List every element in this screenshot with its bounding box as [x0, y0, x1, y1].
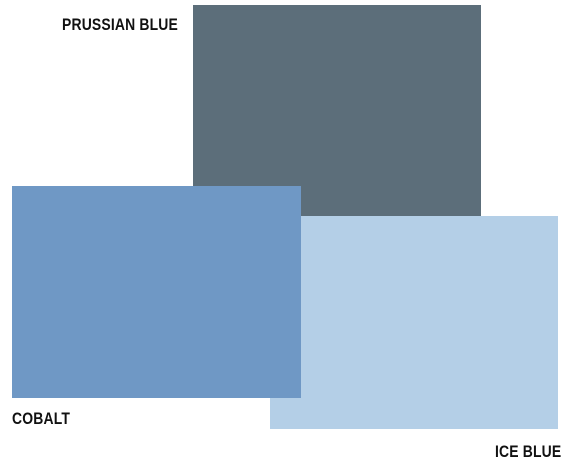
cobalt-swatch [12, 186, 301, 398]
ice-blue-label: ICE BLUE [495, 442, 562, 461]
prussian-blue-label: PRUSSIAN BLUE [62, 15, 178, 34]
ice-blue-swatch [270, 216, 558, 429]
prussian-blue-swatch [193, 5, 481, 217]
cobalt-label: COBALT [12, 409, 71, 428]
